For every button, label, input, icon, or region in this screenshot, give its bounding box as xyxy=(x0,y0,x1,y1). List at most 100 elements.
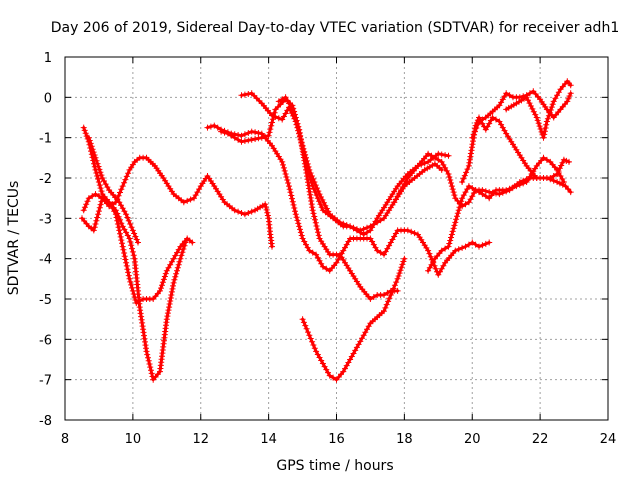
data-point xyxy=(462,201,469,208)
data-point xyxy=(383,301,390,308)
data-point xyxy=(122,176,129,183)
data-point xyxy=(168,288,175,295)
data-point xyxy=(129,245,135,252)
data-point xyxy=(116,227,123,234)
data-point xyxy=(284,177,291,183)
data-point xyxy=(211,122,218,129)
x-tick-label: 20 xyxy=(464,432,481,447)
data-point xyxy=(288,192,295,199)
data-point xyxy=(123,259,130,266)
data-point xyxy=(394,275,401,282)
data-point xyxy=(125,269,132,276)
data-point xyxy=(534,117,541,124)
data-point xyxy=(442,152,449,159)
data-point xyxy=(82,130,89,137)
data-point xyxy=(350,225,357,232)
series-track-12 xyxy=(459,114,574,196)
data-point xyxy=(118,220,125,227)
x-tick-label: 18 xyxy=(396,432,413,447)
data-point xyxy=(262,133,269,140)
data-point xyxy=(122,256,129,263)
series-track-6 xyxy=(218,96,401,302)
data-point xyxy=(566,93,573,99)
data-point xyxy=(510,184,516,191)
data-point xyxy=(385,298,392,305)
data-point xyxy=(89,193,96,200)
y-tick-label: -1 xyxy=(39,132,52,147)
data-point xyxy=(127,221,134,227)
data-point xyxy=(159,279,166,286)
data-point xyxy=(115,192,122,199)
data-point xyxy=(264,212,271,219)
data-point xyxy=(176,258,183,265)
data-point xyxy=(88,143,95,150)
data-point xyxy=(123,173,130,180)
data-point xyxy=(241,138,248,144)
data-point xyxy=(292,118,299,125)
data-point xyxy=(114,210,121,217)
y-tick-label: -4 xyxy=(39,253,52,268)
data-point xyxy=(163,316,170,323)
data-point xyxy=(438,265,445,272)
data-point xyxy=(297,229,304,236)
data-point xyxy=(364,326,370,333)
data-point xyxy=(283,174,290,180)
data-point xyxy=(357,338,364,345)
data-point xyxy=(318,204,325,211)
data-point xyxy=(241,131,248,138)
data-point xyxy=(541,128,548,135)
data-point xyxy=(262,204,269,210)
data-point xyxy=(101,178,107,184)
data-point xyxy=(290,201,297,208)
data-point xyxy=(174,264,181,271)
data-point xyxy=(241,91,248,98)
data-point xyxy=(496,118,503,125)
series-track-13 xyxy=(469,88,574,141)
data-point xyxy=(85,195,92,202)
data-point xyxy=(132,297,139,303)
data-point xyxy=(307,174,314,180)
data-point xyxy=(308,177,314,183)
data-point xyxy=(303,158,309,165)
data-point xyxy=(80,124,87,131)
data-point xyxy=(291,115,298,122)
series-line xyxy=(219,97,400,301)
data-point xyxy=(80,207,87,214)
data-point xyxy=(94,173,101,179)
data-point xyxy=(297,136,304,143)
data-point xyxy=(565,95,572,102)
data-point xyxy=(377,217,384,224)
data-point xyxy=(286,186,293,193)
data-point xyxy=(513,183,520,190)
data-point xyxy=(315,229,321,236)
data-point xyxy=(262,201,269,208)
data-point xyxy=(269,112,275,119)
data-point xyxy=(252,129,259,136)
series-track-9 xyxy=(299,255,408,383)
data-point xyxy=(266,129,273,136)
data-point xyxy=(268,122,275,129)
data-point xyxy=(289,198,296,205)
data-point xyxy=(470,131,477,138)
data-point xyxy=(450,225,457,232)
y-tick-label: -2 xyxy=(39,172,52,187)
series-track-14 xyxy=(503,78,574,141)
data-point xyxy=(435,150,442,157)
data-point xyxy=(472,187,479,194)
data-point xyxy=(241,211,248,218)
series-track-11 xyxy=(425,154,567,274)
data-point xyxy=(115,213,122,220)
data-point xyxy=(404,227,411,234)
data-point xyxy=(312,219,319,226)
data-point xyxy=(448,231,455,238)
data-point xyxy=(459,195,466,202)
data-point xyxy=(163,267,170,274)
data-point xyxy=(458,198,465,205)
data-point xyxy=(306,247,313,254)
data-point xyxy=(476,189,482,196)
data-point xyxy=(93,157,100,164)
data-point xyxy=(545,112,552,119)
data-point xyxy=(279,158,286,165)
data-point xyxy=(567,82,574,89)
data-point xyxy=(170,282,176,289)
